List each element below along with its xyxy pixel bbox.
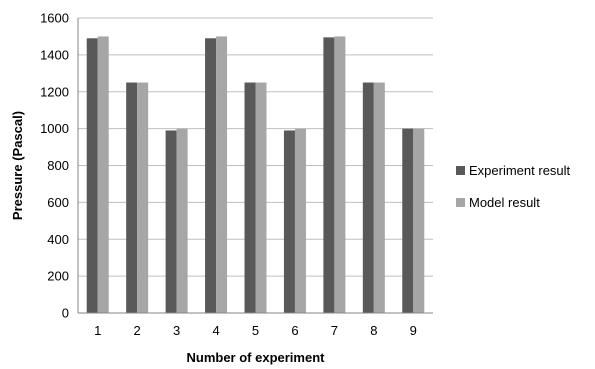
y-tick-label: 1600 [40,11,69,26]
bar-model-result [294,128,306,313]
legend-label: Experiment result [469,163,571,178]
x-tick-label: 4 [212,323,219,338]
y-tick-label: 1200 [40,84,69,99]
x-tick-label: 1 [94,323,101,338]
legend-label: Model result [469,195,540,210]
legend-swatch [456,166,465,175]
bar-model-result [334,36,346,313]
y-tick-labels: 0 200 400 600 800 1000 1200 1400 1600 [40,11,69,321]
x-tick-labels: 1 2 3 4 5 6 7 8 9 [94,323,417,338]
y-tick-label: 0 [62,306,69,321]
y-tick-label: 400 [47,232,69,247]
y-tick-label: 200 [47,269,69,284]
bar-model-result [255,82,267,313]
x-tick-label: 5 [252,323,259,338]
bar-experiment-result [283,130,295,313]
legend-swatch [456,198,465,207]
bar-experiment-result [165,130,177,313]
y-tick-label: 1000 [40,121,69,136]
bar-model-result [216,36,228,313]
y-tick-label: 600 [47,195,69,210]
y-axis-title: Pressure (Pascal) [10,111,25,220]
bar-experiment-result [362,82,374,313]
x-tick-label: 2 [134,323,141,338]
bar-experiment-result [323,37,335,313]
x-tick-label: 9 [410,323,417,338]
bars [86,36,425,313]
axes [77,18,433,314]
y-tick-label: 800 [47,158,69,173]
legend: Experiment result Model result [456,163,571,210]
bar-experiment-result [402,128,414,313]
bar-model-result [413,128,425,313]
bar-experiment-result [126,82,138,313]
bar-experiment-result [86,38,98,313]
x-tick-label: 7 [331,323,338,338]
bar-model-result [373,82,385,313]
x-tick-label: 8 [370,323,377,338]
x-axis-title: Number of experiment [187,350,326,365]
bar-model-result [176,128,188,313]
x-tick-label: 6 [291,323,298,338]
y-tick-label: 1400 [40,47,69,62]
bar-model-result [137,82,149,313]
bar-model-result [97,36,109,313]
x-tick-label: 3 [173,323,180,338]
bar-experiment-result [205,38,217,313]
bar-experiment-result [244,82,256,313]
